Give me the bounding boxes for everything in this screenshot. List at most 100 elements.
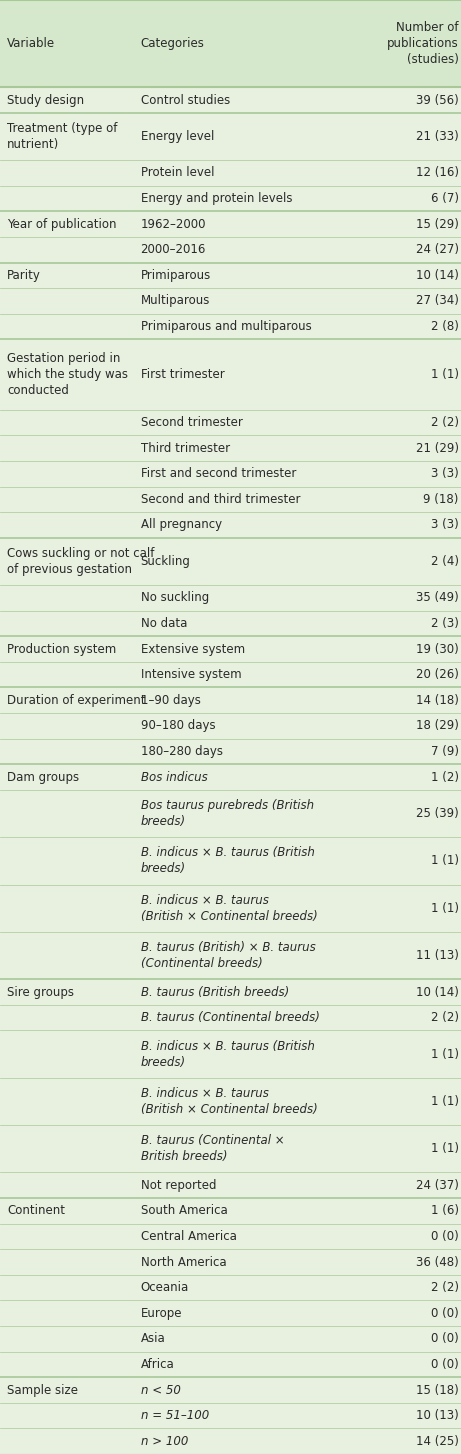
Text: 7 (9): 7 (9) (431, 744, 459, 758)
Text: 10 (13): 10 (13) (416, 1409, 459, 1422)
Text: 11 (13): 11 (13) (416, 949, 459, 963)
Text: 1962–2000: 1962–2000 (141, 218, 206, 231)
Bar (0, 739, 461, 765)
Bar (0, 435, 461, 461)
Bar (0, 712, 461, 739)
Text: 90–180 days: 90–180 days (141, 720, 215, 733)
Text: 36 (48): 36 (48) (416, 1256, 459, 1268)
Bar (0, 288, 461, 314)
Text: B. indicus × B. taurus (British
breeds): B. indicus × B. taurus (British breeds) (141, 846, 314, 875)
Bar (0, 113, 461, 160)
Text: 2000–2016: 2000–2016 (141, 243, 206, 256)
Text: First and second trimester: First and second trimester (141, 467, 296, 480)
Text: 35 (49): 35 (49) (416, 592, 459, 605)
Text: 1 (1): 1 (1) (431, 368, 459, 381)
Text: n > 100: n > 100 (141, 1435, 188, 1448)
Text: 18 (29): 18 (29) (416, 720, 459, 733)
Text: 0 (0): 0 (0) (431, 1230, 459, 1243)
Text: 0 (0): 0 (0) (431, 1358, 459, 1371)
Text: 27 (34): 27 (34) (416, 295, 459, 307)
Bar (0, 662, 461, 688)
Bar (0, 1300, 461, 1326)
Bar (0, 1224, 461, 1249)
Text: Control studies: Control studies (141, 93, 230, 106)
Text: Africa: Africa (141, 1358, 174, 1371)
Text: Asia: Asia (141, 1332, 165, 1345)
Text: 25 (39): 25 (39) (416, 807, 459, 820)
Bar (0, 1403, 461, 1428)
Text: 15 (18): 15 (18) (416, 1384, 459, 1396)
Text: Dam groups: Dam groups (7, 771, 79, 784)
Text: 19 (30): 19 (30) (416, 643, 459, 656)
Bar (0, 1125, 461, 1172)
Text: Sample size: Sample size (7, 1384, 78, 1396)
Text: 1 (1): 1 (1) (431, 1095, 459, 1108)
Bar (0, 87, 461, 113)
Text: 10 (14): 10 (14) (416, 269, 459, 282)
Bar (0, 932, 461, 979)
Bar (0, 211, 461, 237)
Text: Year of publication: Year of publication (7, 218, 117, 231)
Text: South America: South America (141, 1204, 227, 1217)
Text: Primiparous and multiparous: Primiparous and multiparous (141, 320, 311, 333)
Text: 6 (7): 6 (7) (431, 192, 459, 205)
Text: 20 (26): 20 (26) (416, 669, 459, 680)
Bar (0, 1377, 461, 1403)
Text: 1 (1): 1 (1) (431, 1143, 459, 1156)
Bar (0, 884, 461, 932)
Text: 1–90 days: 1–90 days (141, 694, 201, 707)
Text: 24 (27): 24 (27) (416, 243, 459, 256)
Text: 2 (8): 2 (8) (431, 320, 459, 333)
Text: 2 (3): 2 (3) (431, 616, 459, 630)
Text: 1 (2): 1 (2) (431, 771, 459, 784)
Text: Gestation period in
which the study was
conducted: Gestation period in which the study was … (7, 352, 128, 397)
Bar (0, 1005, 461, 1031)
Text: B. taurus (Continental breeds): B. taurus (Continental breeds) (141, 1011, 319, 1024)
Text: 0 (0): 0 (0) (431, 1332, 459, 1345)
Bar (0, 512, 461, 538)
Text: n < 50: n < 50 (141, 1384, 180, 1396)
Bar (0, 314, 461, 339)
Text: Bos indicus: Bos indicus (141, 771, 207, 784)
Text: Energy level: Energy level (141, 129, 214, 142)
Text: B. indicus × B. taurus
(British × Continental breeds): B. indicus × B. taurus (British × Contin… (141, 1088, 317, 1115)
Text: Energy and protein levels: Energy and protein levels (141, 192, 292, 205)
Bar (0, 237, 461, 263)
Bar (0, 1428, 461, 1454)
Bar (0, 585, 461, 611)
Text: 12 (16): 12 (16) (416, 166, 459, 179)
Text: Variable: Variable (7, 38, 55, 49)
Text: B. taurus (Continental ×
British breeds): B. taurus (Continental × British breeds) (141, 1134, 284, 1163)
Text: B. indicus × B. taurus (British
breeds): B. indicus × B. taurus (British breeds) (141, 1040, 314, 1069)
Bar (0, 339, 461, 410)
Bar (0, 263, 461, 288)
Bar (0, 461, 461, 487)
Text: Third trimester: Third trimester (141, 442, 230, 455)
Text: Parity: Parity (7, 269, 41, 282)
Text: Intensive system: Intensive system (141, 669, 241, 680)
Text: 1 (6): 1 (6) (431, 1204, 459, 1217)
Text: Not reported: Not reported (141, 1179, 216, 1192)
Text: Bos taurus purebreds (British
breeds): Bos taurus purebreds (British breeds) (141, 800, 314, 827)
Bar (0, 538, 461, 585)
Text: Study design: Study design (7, 93, 84, 106)
Bar (0, 1326, 461, 1352)
Bar (0, 1198, 461, 1224)
Bar (0, 410, 461, 435)
Text: No suckling: No suckling (141, 592, 209, 605)
Text: Treatment (type of
nutrient): Treatment (type of nutrient) (7, 122, 117, 151)
Bar (0, 1352, 461, 1377)
Text: 10 (14): 10 (14) (416, 986, 459, 999)
Text: 1 (1): 1 (1) (431, 901, 459, 915)
Bar (0, 1077, 461, 1125)
Text: Europe: Europe (141, 1307, 182, 1320)
Text: Sire groups: Sire groups (7, 986, 74, 999)
Bar (0, 1172, 461, 1198)
Text: B. taurus (British) × B. taurus
(Continental breeds): B. taurus (British) × B. taurus (Contine… (141, 941, 315, 970)
Text: n = 51–100: n = 51–100 (141, 1409, 209, 1422)
Text: B. taurus (British breeds): B. taurus (British breeds) (141, 986, 289, 999)
Text: Continent: Continent (7, 1204, 65, 1217)
Bar (0, 979, 461, 1005)
Text: Categories: Categories (141, 38, 205, 49)
Text: 3 (3): 3 (3) (431, 467, 459, 480)
